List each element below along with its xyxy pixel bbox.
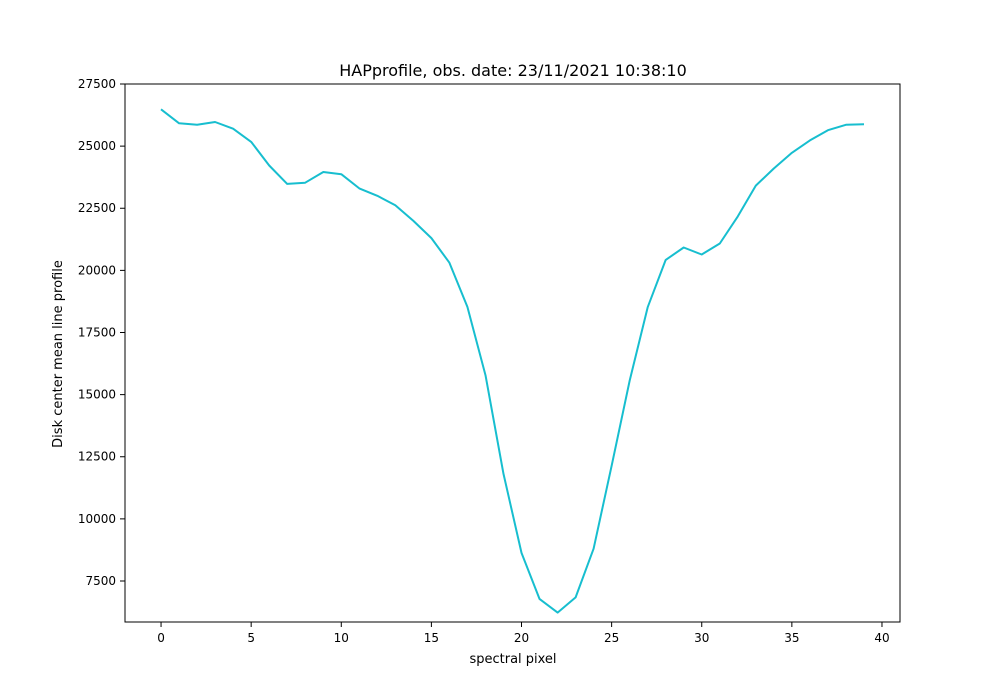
y-tick-label: 12500 bbox=[78, 450, 116, 464]
x-tick-label: 0 bbox=[157, 631, 165, 645]
y-tick-label: 10000 bbox=[78, 512, 116, 526]
y-axis-label: Disk center mean line profile bbox=[51, 260, 66, 448]
y-axis: 7500 10000 12500 15000 17500 20000 22500 25000 2… bbox=[78, 77, 125, 588]
plot-frame bbox=[124, 83, 901, 623]
x-tick-label: 5 bbox=[247, 631, 255, 645]
series-line bbox=[160, 108, 865, 614]
x-axis-label: spectral pixel bbox=[469, 652, 556, 667]
x-tick-label: 10 bbox=[334, 631, 349, 645]
plot-area bbox=[124, 83, 901, 623]
x-axis: 0 5 10 15 20 25 30 35 40 bbox=[157, 622, 890, 645]
y-tick-label: 17500 bbox=[78, 325, 116, 339]
y-tick-label: 27500 bbox=[78, 77, 116, 91]
x-tick-label: 40 bbox=[874, 631, 889, 645]
y-tick-label: 20000 bbox=[78, 263, 116, 277]
x-tick-label: 15 bbox=[424, 631, 439, 645]
x-tick-label: 30 bbox=[694, 631, 709, 645]
x-tick-label: 25 bbox=[604, 631, 619, 645]
chart-title: HAPprofile, obs. date: 23/11/2021 10:38:… bbox=[339, 61, 687, 80]
y-tick-label: 15000 bbox=[78, 388, 116, 402]
x-tick-label: 20 bbox=[514, 631, 529, 645]
y-tick-label: 25000 bbox=[78, 139, 116, 153]
x-tick-label: 35 bbox=[784, 631, 799, 645]
y-tick-label: 22500 bbox=[78, 201, 116, 215]
y-tick-label: 7500 bbox=[85, 574, 116, 588]
